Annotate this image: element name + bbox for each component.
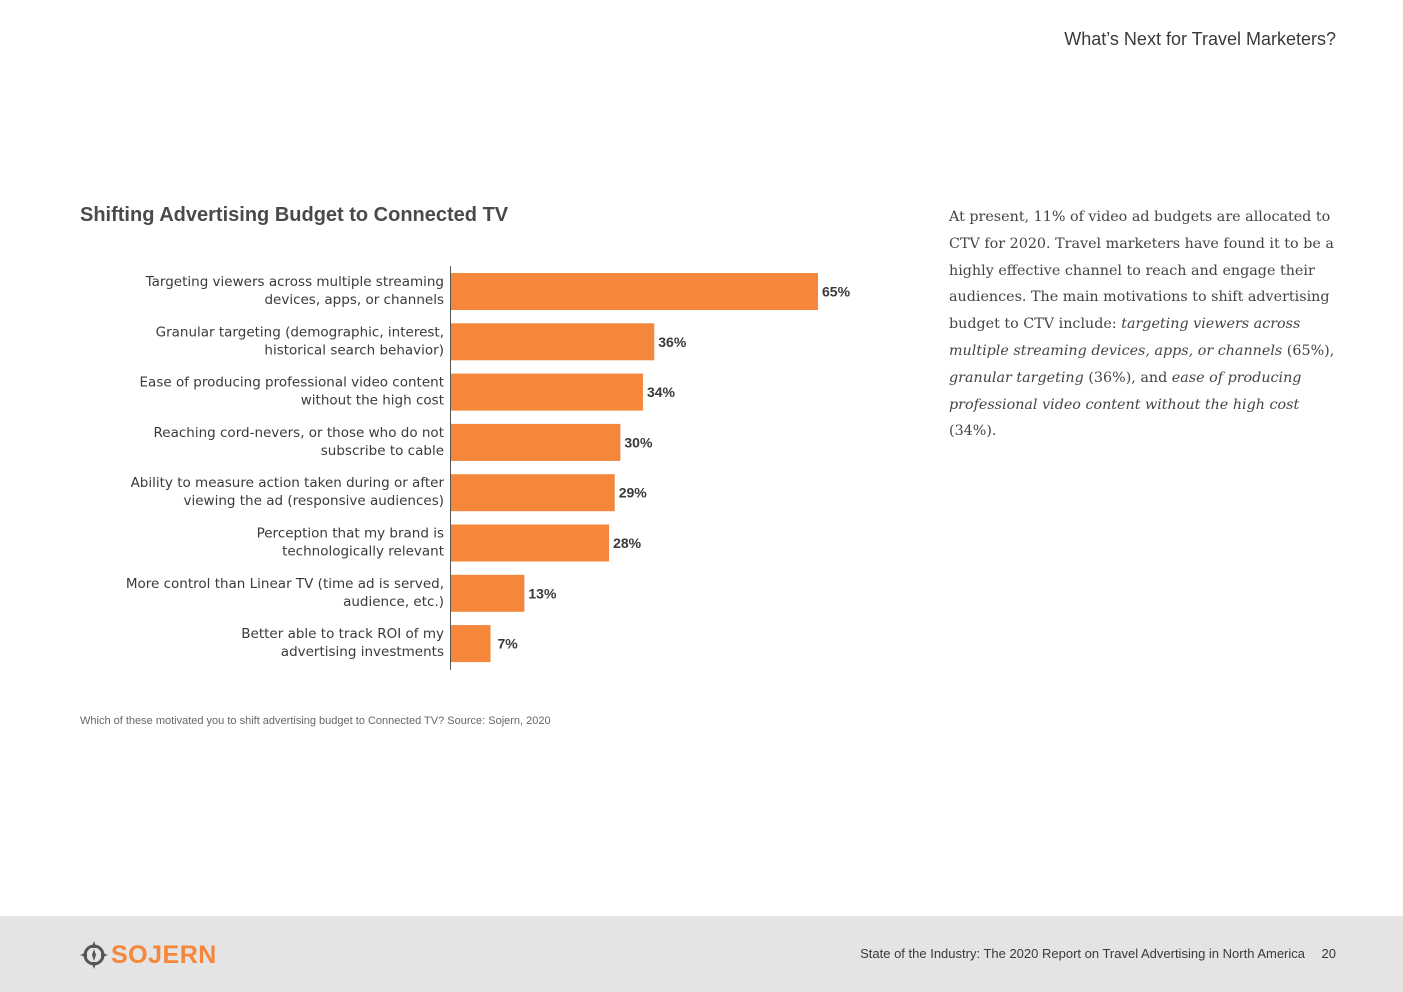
bar-6 [451,574,525,612]
category-label-3: Reaching cord-nevers, or those who do no… [154,425,444,459]
side-text-emphasis-1: targeting viewers across multiple stream… [949,316,1301,359]
category-label-0: Targeting viewers across multiple stream… [145,274,444,308]
bar-7 [451,625,491,663]
bar-chart: 65% Targeting viewers across multiple str… [126,266,851,670]
compass-icon [80,941,108,969]
value-label-4: 29% [619,485,648,501]
bar-5 [451,524,610,562]
side-description: At present, 11% of video ad budgets are … [949,204,1341,445]
page-number: 20 [1321,946,1336,961]
side-text-part-1: (65%), [1282,342,1335,359]
value-label-0: 65% [822,284,851,300]
bar-0 [451,273,818,310]
bar-2 [451,373,643,411]
side-text-emphasis-3: ease of producing professional video con… [949,369,1302,413]
side-text-emphasis-2: granular targeting [949,369,1084,386]
side-text-part-3: (34%). [949,423,997,440]
category-label-6: More control than Linear TV (time ad is … [126,576,444,610]
sojern-logo[interactable]: SOJERN [80,940,217,970]
category-label-7: Better able to track ROI of my advertisin… [241,626,444,660]
side-text-intro: At present, 11% of video ad budgets are … [949,209,1334,333]
value-label-6: 13% [528,585,557,601]
page-header-title: What’s Next for Travel Marketers? [1064,29,1336,49]
logo-text: SOJERN [111,940,217,969]
category-label-4: Ability to measure action taken during o… [131,475,445,509]
value-label-3: 30% [624,434,653,450]
side-text-part-2: (36%), and [1083,369,1172,386]
bar-4 [451,474,615,512]
value-label-2: 34% [647,384,676,400]
footer-report-title: State of the Industry: The 2020 Report o… [860,946,1305,961]
category-label-5: Perception that my brand is technological… [257,526,444,560]
value-label-1: 36% [658,334,687,350]
bar-1 [451,323,655,361]
category-label-1: Granular targeting (demographic, interes… [156,324,444,358]
value-label-5: 28% [613,535,642,551]
category-label-2: Ease of producing professional video con… [140,375,444,409]
chart-title: Shifting Advertising Budget to Connected… [80,204,509,226]
chart-source-note: Which of these motivated you to shift ad… [80,715,551,727]
footer: SOJERN State of the Industry: The 2020 R… [0,916,1403,992]
bar-3 [451,423,621,461]
value-label-7: 7% [498,636,519,652]
